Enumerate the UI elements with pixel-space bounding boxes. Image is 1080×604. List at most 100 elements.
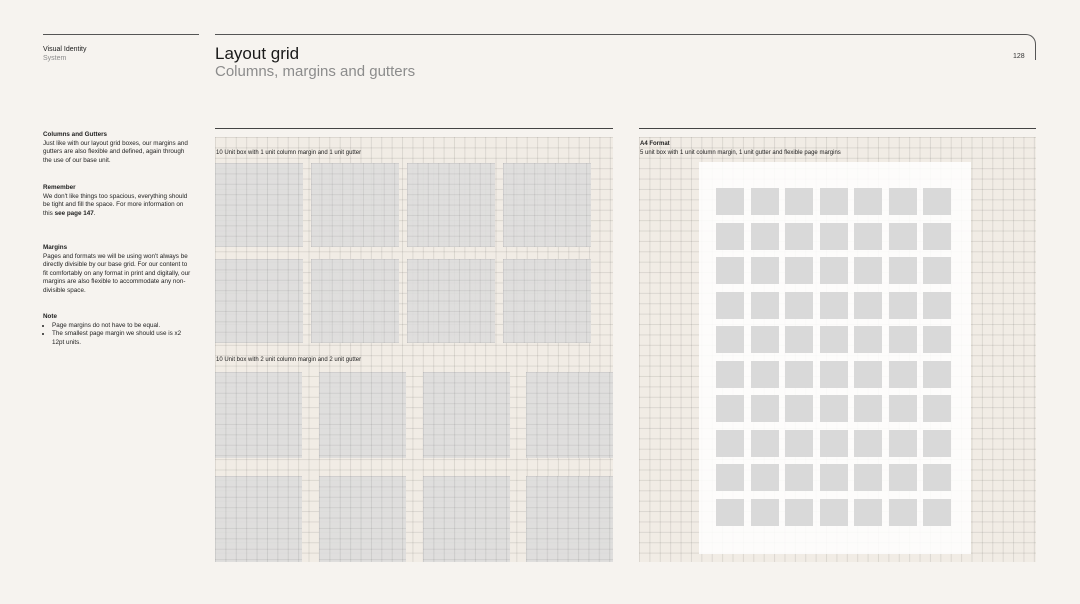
grid2-column: [215, 476, 302, 562]
a4-grid-cell: [750, 429, 779, 457]
a4-grid-cell: [923, 429, 951, 457]
a4-columns: [716, 188, 952, 532]
a4-grid-cell: [819, 395, 848, 422]
grid1-diagram: [215, 157, 613, 346]
a4-grid-cell: [716, 188, 744, 215]
a4-grid-cell: [750, 326, 779, 353]
a4-grid-cell: [923, 326, 951, 353]
grid2-label: 10 Unit box with 2 unit column margin an…: [216, 357, 362, 363]
a4-grid-cell: [819, 464, 848, 491]
a4-grid-cell: [888, 326, 917, 353]
grid2-column: [423, 372, 510, 458]
a4-grid-cell: [716, 464, 744, 491]
a4-grid-cell: [785, 429, 813, 457]
remember-section: Remember We don't like things too spacio…: [43, 184, 193, 218]
a4-grid-cell: [923, 257, 951, 284]
a4-grid-cell: [750, 498, 779, 526]
a4-grid-cell: [923, 291, 951, 319]
a4-grid-cell: [854, 395, 882, 422]
a4-grid-cell: [854, 291, 882, 319]
note-section: Note Page margins do not have to be equa…: [43, 313, 193, 347]
a4-grid-cell: [785, 291, 813, 319]
remember-page-link[interactable]: see page 147: [54, 209, 94, 217]
a4-grid-cell: [750, 360, 779, 388]
header-rule-left: [43, 34, 199, 35]
page-number: 128: [1013, 53, 1025, 60]
columns-gutters-body: Just like with our layout grid boxes, ou…: [43, 139, 188, 164]
a4-grid-cell: [819, 291, 848, 319]
right-panel-rule: [639, 128, 1036, 129]
a4-grid-cell: [819, 188, 848, 215]
grid1-column: [503, 163, 591, 247]
grid1-column: [407, 259, 495, 343]
a4-grid-cell: [785, 395, 813, 422]
a4-grid-cell: [888, 429, 917, 457]
grid2-column: [526, 372, 613, 458]
a4-grid-cell: [819, 222, 848, 250]
a4-grid-cell: [716, 498, 744, 526]
page-title: Layout grid: [215, 44, 300, 63]
a4-grid-cell: [854, 257, 882, 284]
left-panel-rule: [215, 128, 613, 129]
a4-grid-cell: [923, 498, 951, 526]
a4-grid-cell: [750, 464, 779, 491]
a4-grid-cell: [819, 257, 848, 284]
a4-grid-cell: [854, 188, 882, 215]
grid2-column: [215, 372, 302, 458]
a4-grid-cell: [785, 464, 813, 491]
a4-grid-cell: [785, 326, 813, 353]
note-item: The smallest page margin we should use i…: [52, 330, 193, 347]
grid2-column: [526, 476, 613, 562]
grid1-column: [215, 259, 303, 343]
a4-grid-cell: [923, 222, 951, 250]
a4-grid-cell: [716, 429, 744, 457]
columns-gutters-section: Columns and Gutters Just like with our l…: [43, 131, 193, 165]
a4-grid-cell: [819, 498, 848, 526]
remember-heading: Remember: [43, 184, 76, 191]
grid2-column: [319, 476, 406, 562]
header-rule-main: [215, 34, 1025, 35]
a4-grid-cell: [888, 257, 917, 284]
a4-grid-cell: [750, 222, 779, 250]
a4-grid-cell: [750, 395, 779, 422]
brand-line-2: System: [43, 55, 67, 62]
note-heading: Note: [43, 313, 57, 320]
margins-section: Margins Pages and formats we will be usi…: [43, 244, 193, 296]
grid1-column: [311, 163, 399, 247]
grid1-column: [215, 163, 303, 247]
grid2-diagram: [215, 364, 613, 562]
a4-grid-cell: [923, 464, 951, 491]
note-list: Page margins do not have to be equal. Th…: [43, 322, 193, 348]
a4-grid-cell: [888, 464, 917, 491]
a4-grid-cell: [923, 360, 951, 388]
note-item: Page margins do not have to be equal.: [52, 322, 193, 331]
remember-body-text: We don't like things too spacious, every…: [43, 192, 188, 217]
a4-grid-cell: [923, 188, 951, 215]
grid1-column: [503, 259, 591, 343]
a4-grid-cell: [888, 360, 917, 388]
a4-grid-cell: [819, 326, 848, 353]
a4-grid-cell: [785, 360, 813, 388]
margins-heading: Margins: [43, 244, 68, 251]
a4-grid-cell: [888, 395, 917, 422]
a4-grid-cell: [854, 464, 882, 491]
a4-grid-cell: [716, 326, 744, 353]
brand-line-1: Visual Identity: [43, 46, 87, 53]
a4-grid-cell: [819, 429, 848, 457]
page-subtitle: Columns, margins and gutters: [215, 63, 416, 80]
columns-gutters-heading: Columns and Gutters: [43, 131, 108, 138]
grid1-column: [407, 163, 495, 247]
a4-grid-cell: [716, 360, 744, 388]
a4-grid-cell: [888, 222, 917, 250]
a4-title-text: A4 Format: [640, 141, 670, 147]
a4-grid-cell: [854, 498, 882, 526]
a4-label: 5 unit box with 1 unit column margin, 1 …: [640, 150, 841, 156]
a4-grid-cell: [785, 222, 813, 250]
grid1-column: [311, 259, 399, 343]
a4-grid-cell: [716, 222, 744, 250]
remember-body-end: .: [93, 209, 96, 217]
a4-grid-cell: [888, 498, 917, 526]
grid2-column: [319, 372, 406, 458]
a4-grid-cell: [716, 395, 744, 422]
a4-grid-cell: [888, 188, 917, 215]
